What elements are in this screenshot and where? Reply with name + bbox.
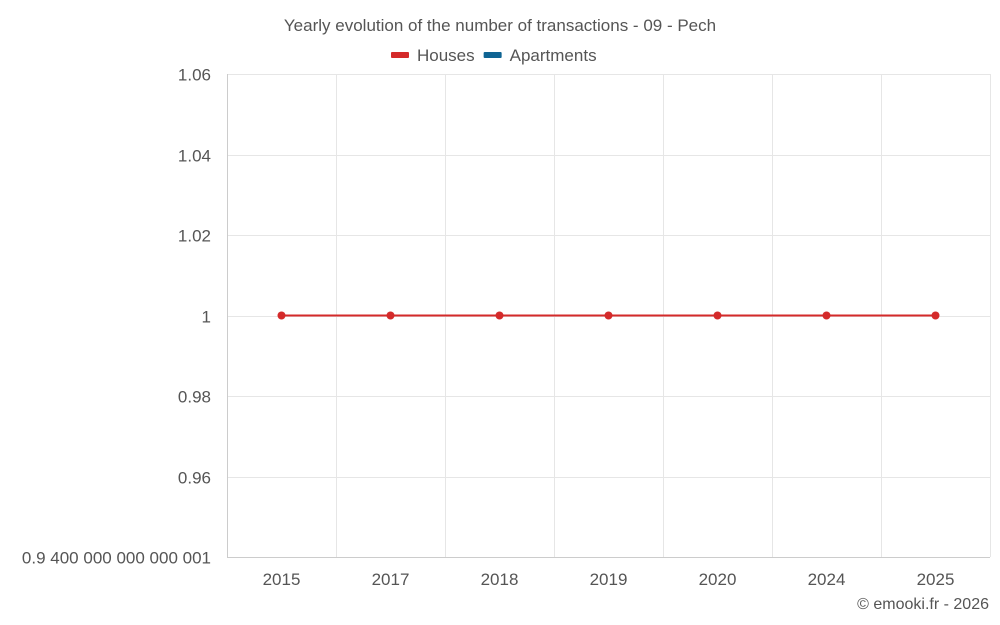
legend-swatch bbox=[483, 52, 502, 58]
y-tick-label: 0.9 400 000 000 000 001 bbox=[22, 549, 211, 568]
y-tick-label: 0.98 bbox=[178, 388, 211, 407]
legend-label: Apartments bbox=[510, 46, 597, 65]
data-point-houses[interactable] bbox=[277, 311, 286, 320]
x-tick-label: 2025 bbox=[917, 570, 955, 589]
x-tick-label: 2020 bbox=[699, 570, 737, 589]
x-tick-label: 2019 bbox=[590, 570, 628, 589]
y-tick-label: 0.96 bbox=[178, 469, 211, 488]
data-point-houses[interactable] bbox=[822, 311, 831, 320]
chart-title: Yearly evolution of the number of transa… bbox=[284, 16, 716, 35]
data-point-houses[interactable] bbox=[931, 311, 940, 320]
legend-swatch bbox=[391, 52, 409, 58]
legend-item-apartments[interactable]: Apartments bbox=[483, 46, 597, 65]
y-tick-label: 1.06 bbox=[178, 66, 211, 85]
axes bbox=[227, 74, 990, 558]
data-point-houses[interactable] bbox=[604, 311, 613, 320]
credit-text[interactable]: © emooki.fr - 2026 bbox=[857, 596, 989, 613]
x-tick-label: 2024 bbox=[808, 570, 846, 589]
y-axis-tick-labels: 0.9 400 000 000 000 001 0.96 0.98 1 1.02 1.04… bbox=[22, 66, 211, 568]
legend: Houses Apartments bbox=[391, 46, 597, 65]
x-tick-label: 2018 bbox=[481, 570, 519, 589]
data-point-houses[interactable] bbox=[495, 311, 504, 320]
x-axis-tick-labels: 2015 2017 2018 2019 2020 2024 2025 bbox=[263, 570, 955, 589]
x-tick-label: 2017 bbox=[372, 570, 410, 589]
legend-item-houses[interactable]: Houses bbox=[391, 46, 475, 65]
data-point-houses[interactable] bbox=[386, 311, 395, 320]
y-tick-label: 1 bbox=[202, 308, 211, 327]
series-layer bbox=[277, 311, 940, 320]
legend-label: Houses bbox=[417, 46, 475, 65]
y-tick-label: 1.02 bbox=[178, 227, 211, 246]
y-tick-label: 1.04 bbox=[178, 147, 211, 166]
x-tick-label: 2015 bbox=[263, 570, 301, 589]
data-point-houses[interactable] bbox=[713, 311, 722, 320]
